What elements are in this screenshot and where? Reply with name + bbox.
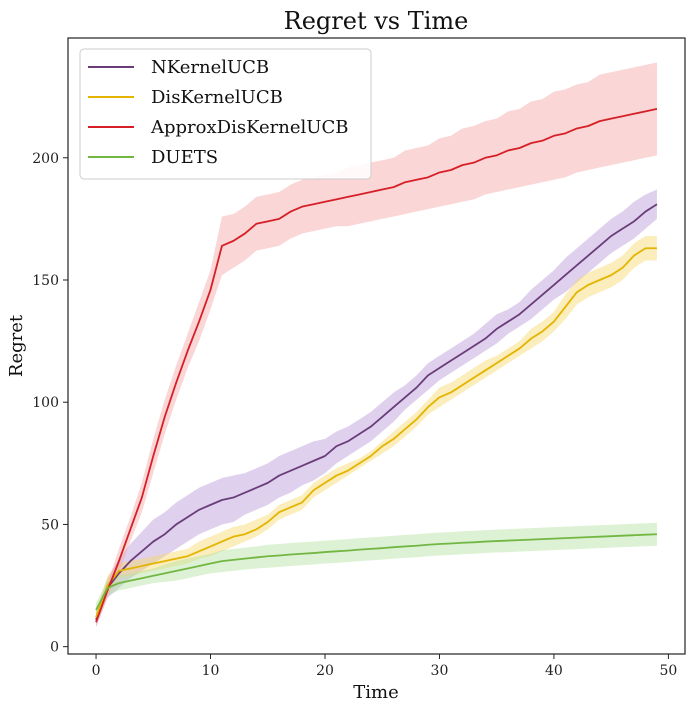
series-lines — [95, 108, 658, 623]
duets-line — [95, 533, 657, 611]
legend-label-diskernelucb: DisKernelUCB — [151, 87, 283, 108]
y-tick-label: 50 — [41, 517, 59, 533]
y-axis-label: Regret — [6, 314, 27, 377]
chart-title: Regret vs Time — [284, 7, 469, 35]
approxdiskernelucb-line — [95, 108, 658, 623]
diskernelucb-line — [95, 247, 657, 618]
x-axis-ticks: 0 10 20 30 40 50 — [92, 654, 677, 679]
x-tick-label: 40 — [545, 663, 563, 679]
plot-frame — [67, 37, 686, 655]
legend-box — [79, 48, 372, 180]
y-tick-label: 150 — [32, 273, 59, 289]
legend-label-approxdiskernelucb: ApproxDisKernelUCB — [150, 117, 348, 138]
confidence-bands — [96, 62, 657, 628]
y-tick-label: 100 — [32, 395, 59, 411]
approxdiskernelucb-confidence-band — [96, 62, 657, 628]
x-tick-label: 50 — [659, 663, 677, 679]
y-tick-label: 200 — [32, 151, 59, 167]
nkernelucb-confidence-band — [96, 189, 657, 628]
duets-confidence-band — [96, 522, 657, 618]
x-axis-label: Time — [353, 682, 398, 703]
legend-label-nkernelucb: NKernelUCB — [151, 57, 269, 78]
legend: NKernelUCB DisKernelUCB ApproxDisKernelUCB… — [79, 48, 372, 180]
legend-label-duets: DUETS — [151, 147, 218, 168]
y-tick-label: 0 — [50, 640, 59, 656]
nkernelucb-line — [95, 203, 658, 621]
diskernelucb-confidence-band — [96, 236, 657, 625]
x-tick-label: 30 — [431, 663, 449, 679]
x-tick-label: 10 — [202, 663, 220, 679]
y-axis-ticks: 0 50 100 150 200 — [32, 151, 68, 656]
x-tick-label: 0 — [92, 663, 101, 679]
x-tick-label: 20 — [316, 663, 334, 679]
